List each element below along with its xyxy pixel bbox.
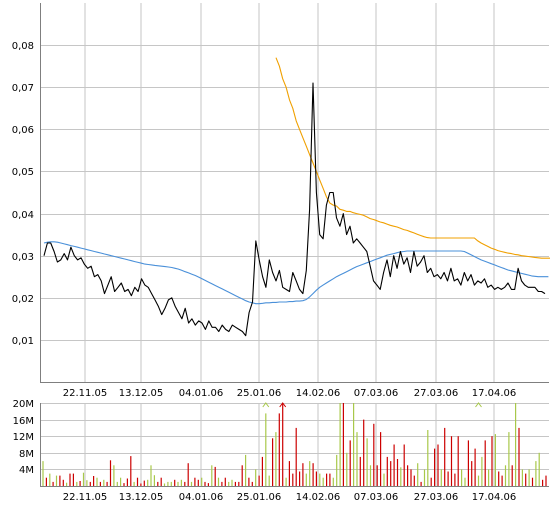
volume-y-tick-label: 20M xyxy=(13,399,34,410)
volume-x-tick-label: 22.11.05 xyxy=(63,492,108,503)
volume-y-tick-label: 12M xyxy=(13,432,34,443)
price-y-tick-label: 0,03 xyxy=(12,252,34,263)
volume-x-tick-label: 14.02.06 xyxy=(296,492,341,503)
series-line-price xyxy=(43,82,546,337)
price-y-tick-label: 0,06 xyxy=(12,125,34,136)
price-y-tick-label: 0,05 xyxy=(12,167,34,178)
volume-clip-marker xyxy=(279,402,287,408)
volume-x-tick-label: 13.12.05 xyxy=(119,492,164,503)
volume-x-tick-label: 04.01.06 xyxy=(179,492,224,503)
price-y-tick-label: 0,07 xyxy=(12,83,34,94)
price-x-tick-label: 25.01.06 xyxy=(237,388,282,399)
volume-x-tick-label: 25.01.06 xyxy=(237,492,282,503)
volume-y-tick-label: 8M xyxy=(19,449,34,460)
volume-x-tick-label: 17.04.06 xyxy=(472,492,517,503)
price-x-tick-label: 04.01.06 xyxy=(179,388,224,399)
price-x-tick-label: 17.04.06 xyxy=(472,388,517,399)
price-panel: 0,01 0,02 0,03 0,04 0,05 0,06 0,07 0,08 22.11.05… xyxy=(12,3,550,399)
volume-panel: 4M 8M 12M 16M 20M 22.11.05 13.12.05 04.01.06 25.… xyxy=(13,399,549,503)
price-y-tick-label: 0,02 xyxy=(12,294,34,305)
volume-y-tick-label: 16M xyxy=(13,416,34,427)
price-x-tick-label: 07.03.06 xyxy=(354,388,399,399)
price-y-tick-label: 0,01 xyxy=(12,336,34,347)
volume-clip-marker xyxy=(262,402,270,408)
price-x-tick-label: 27.03.06 xyxy=(414,388,459,399)
series-line-ma-short xyxy=(43,241,549,305)
price-y-tick-label: 0,04 xyxy=(12,210,34,221)
price-x-tick-label: 13.12.05 xyxy=(119,388,164,399)
volume-clip-marker xyxy=(475,402,482,408)
volume-y-tick-label: 4M xyxy=(19,465,34,476)
price-x-tick-label: 14.02.06 xyxy=(296,388,341,399)
volume-x-tick-label: 27.03.06 xyxy=(414,492,459,503)
series-line-ma-long xyxy=(275,57,550,259)
price-y-tick-label: 0,08 xyxy=(12,41,34,52)
price-x-tick-label: 22.11.05 xyxy=(63,388,108,399)
volume-x-tick-label: 07.03.06 xyxy=(354,492,399,503)
